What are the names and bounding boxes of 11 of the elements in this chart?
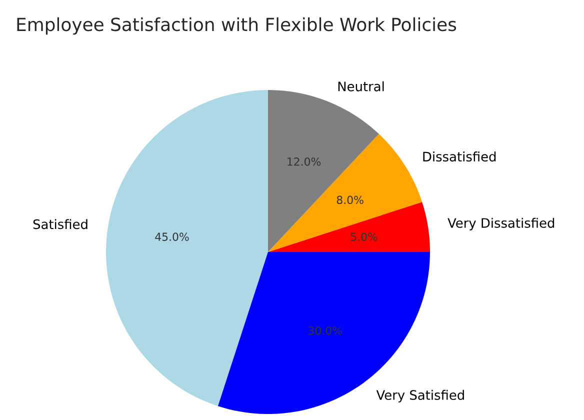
data-label: 45.0%: [155, 232, 189, 241]
slice-label: Very Satisfied: [376, 390, 464, 402]
chart-title: Employee Satisfaction with Flexible Work Policies: [17, 17, 456, 35]
slice-label: Neutral: [338, 81, 384, 92]
data-label: 12.0%: [288, 157, 321, 166]
slice-label: Satisfied: [33, 219, 88, 230]
data-label: 5.0%: [350, 232, 378, 241]
data-label: 30.0%: [308, 326, 342, 335]
slice-label: Very Dissatisfied: [448, 218, 554, 230]
data-label: 8.0%: [336, 196, 364, 204]
slice-label: Dissatisfied: [423, 152, 496, 162]
